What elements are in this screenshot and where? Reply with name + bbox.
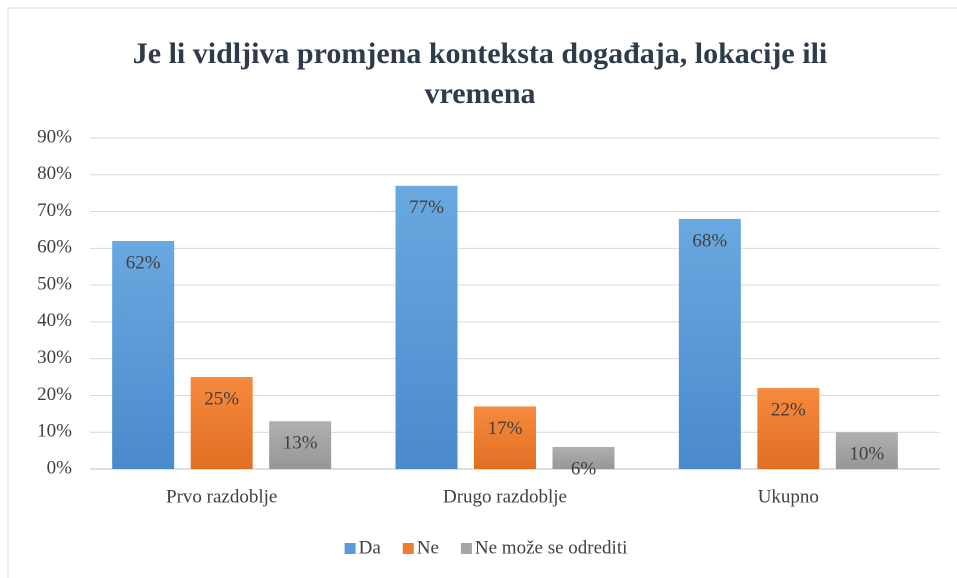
y-tick-label: 30% bbox=[37, 347, 72, 368]
y-tick-label: 70% bbox=[37, 200, 72, 221]
legend-swatch bbox=[460, 543, 472, 554]
data-label: 77% bbox=[409, 197, 444, 218]
bar bbox=[474, 406, 536, 469]
bar bbox=[395, 185, 458, 470]
bar bbox=[190, 377, 253, 469]
x-tick-label: Prvo razdoblje bbox=[166, 486, 277, 507]
data-label: 10% bbox=[849, 444, 884, 465]
data-label: 22% bbox=[771, 399, 806, 420]
data-label: 62% bbox=[126, 252, 161, 273]
data-label: 6% bbox=[571, 458, 597, 479]
y-tick-label: 90% bbox=[37, 126, 72, 147]
data-label: 17% bbox=[488, 418, 523, 439]
bar bbox=[552, 446, 615, 469]
y-tick-label: 60% bbox=[37, 237, 72, 258]
x-tick-label: Ukupno bbox=[758, 486, 819, 507]
x-tick-label: Drugo razdoblje bbox=[443, 486, 567, 507]
data-label: 25% bbox=[204, 388, 239, 409]
y-tick-label: 0% bbox=[47, 457, 73, 478]
y-tick-label: 50% bbox=[37, 273, 72, 294]
legend-label: Da bbox=[359, 537, 382, 558]
bar bbox=[835, 432, 898, 469]
legend-label: Ne bbox=[417, 537, 439, 558]
y-tick-label: 20% bbox=[37, 384, 72, 405]
legend-swatch bbox=[402, 543, 414, 554]
y-tick-label: 80% bbox=[37, 163, 72, 184]
y-tick-label: 40% bbox=[37, 310, 72, 331]
data-label: 13% bbox=[283, 433, 318, 454]
bar bbox=[757, 388, 820, 469]
chart-title: Je li vidljiva promjena konteksta događa… bbox=[132, 37, 828, 110]
y-tick-label: 10% bbox=[37, 421, 72, 442]
bar bbox=[269, 421, 332, 469]
bar bbox=[112, 240, 175, 469]
bar bbox=[678, 218, 741, 469]
legend-swatch bbox=[344, 543, 356, 554]
chart-frame bbox=[7, 7, 957, 578]
legend-label: Ne može se odrediti bbox=[475, 537, 627, 558]
data-label: 68% bbox=[692, 230, 727, 251]
